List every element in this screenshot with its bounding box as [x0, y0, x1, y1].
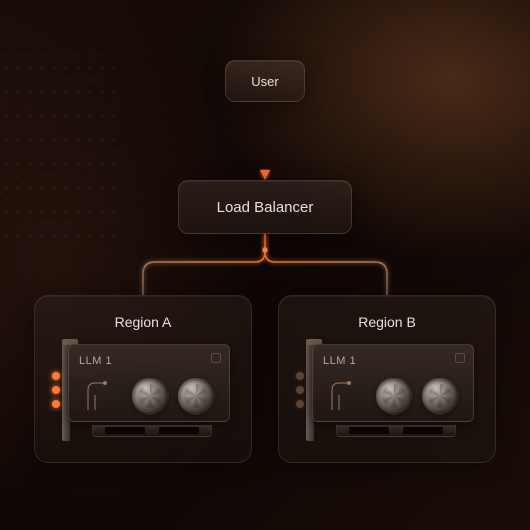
gpu-ports-b — [296, 372, 304, 414]
gpu-trace-icon — [83, 375, 123, 415]
pcie-slot-icon — [336, 425, 456, 437]
gpu-body: LLM 1 — [68, 344, 230, 422]
fan-icon — [177, 377, 215, 415]
region-b-label: Region B — [279, 314, 495, 330]
gpu-corner-icon — [455, 353, 465, 363]
gpu-label-a: LLM 1 — [79, 355, 112, 367]
fan-icon — [375, 377, 413, 415]
gpu-card-b: LLM 1 — [296, 344, 478, 440]
gpu-ports-a — [52, 372, 60, 414]
port-icon — [52, 372, 60, 380]
port-icon — [296, 372, 304, 380]
load-balancer-label: Load Balancer — [217, 199, 314, 216]
gpu-body: LLM 1 — [312, 344, 474, 422]
decorative-dots — [0, 50, 120, 250]
fan-icon — [421, 377, 459, 415]
port-icon — [296, 400, 304, 408]
user-label: User — [251, 74, 278, 89]
region-a-node: Region A LLM 1 — [34, 295, 252, 463]
region-a-label: Region A — [35, 314, 251, 330]
load-balancer-node: Load Balancer — [178, 180, 352, 234]
gpu-label-b: LLM 1 — [323, 355, 356, 367]
region-b-node: Region B LLM 1 — [278, 295, 496, 463]
port-icon — [296, 386, 304, 394]
gpu-corner-icon — [211, 353, 221, 363]
user-node: User — [225, 60, 305, 102]
port-icon — [52, 386, 60, 394]
gpu-trace-icon — [327, 375, 367, 415]
fan-icon — [131, 377, 169, 415]
gpu-card-a: LLM 1 — [52, 344, 234, 440]
port-icon — [52, 400, 60, 408]
pcie-slot-icon — [92, 425, 212, 437]
